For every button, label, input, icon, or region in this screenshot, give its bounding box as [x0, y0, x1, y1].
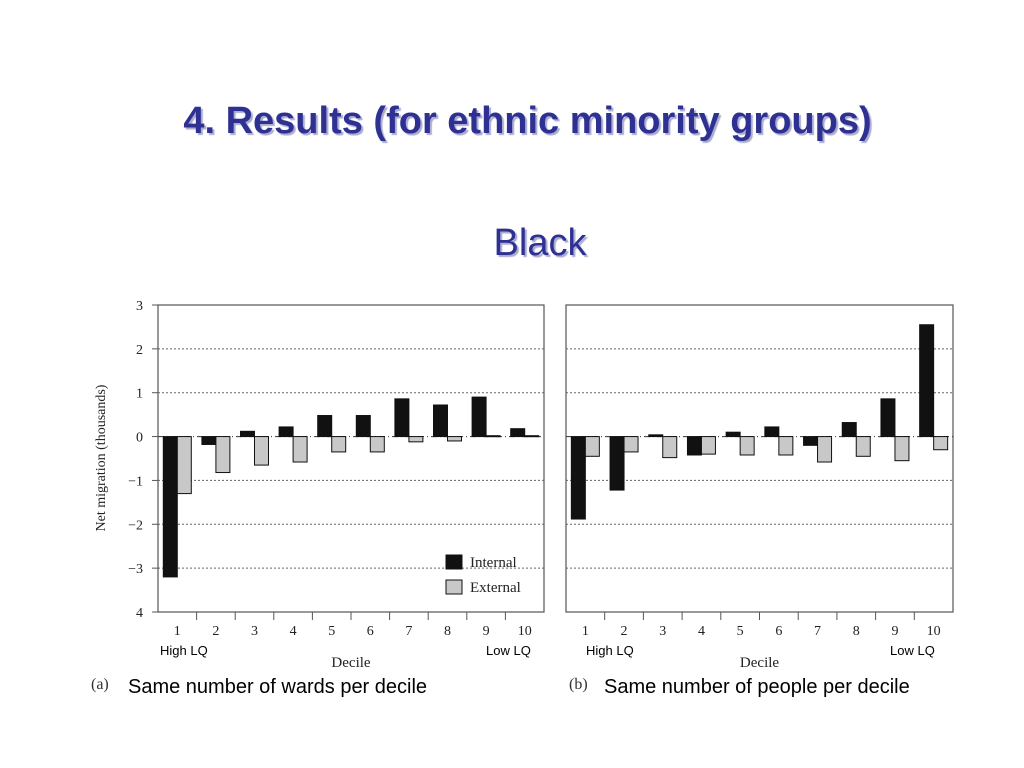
- panel-b-x-tick-label: 2: [621, 624, 628, 639]
- panel-b-bar-external: [894, 436, 910, 462]
- slide-subtitle: Black: [493, 222, 587, 264]
- panel-b-x-tick-label: 7: [814, 624, 821, 639]
- panel-b-x-tick-label: 8: [853, 624, 860, 639]
- legend-swatch-external: [445, 579, 463, 595]
- high-lq-label-b: High LQ: [586, 643, 634, 658]
- legend-label-external: External: [470, 580, 521, 596]
- panel-a-x-tick-label: 7: [405, 624, 412, 639]
- panel-b-bar-internal: [686, 436, 702, 456]
- y-tick-label: 0: [136, 431, 143, 446]
- panel-b-bar-external: [817, 436, 833, 463]
- panel-b-bar-internal: [841, 422, 857, 438]
- panel-b-bar-internal: [725, 431, 741, 438]
- panel-a-x-tick-label: 8: [444, 624, 451, 639]
- y-tick-label: 2: [136, 343, 143, 358]
- panel-a-bar-external: [215, 436, 231, 474]
- panel-a-x-tick-label: 3: [251, 624, 258, 639]
- panel-a-bar-internal: [278, 426, 294, 438]
- panel-a-bar-internal: [510, 428, 526, 438]
- panel-b-bar-external: [700, 436, 716, 455]
- panel-a-tag: (a): [91, 676, 109, 693]
- panel-b-bar-internal: [803, 436, 819, 446]
- panel-b-x-tick-label: 1: [582, 624, 589, 639]
- legend-label-internal: Internal: [470, 555, 517, 571]
- panel-b-bar-external: [584, 436, 600, 457]
- panel-b-bar-external: [855, 436, 871, 457]
- panel-a-bar-internal: [162, 436, 178, 578]
- panel-a-x-tick-label: 9: [483, 624, 490, 639]
- panel-a-bar-internal: [201, 436, 217, 445]
- low-lq-label-a: Low LQ: [486, 643, 531, 658]
- panel-b-bar-internal: [764, 426, 780, 438]
- panel-b-bar-internal: [880, 398, 896, 438]
- panel-b-bar-internal: [570, 436, 586, 520]
- y-tick-label: −2: [128, 518, 143, 533]
- high-lq-label-a: High LQ: [160, 643, 208, 658]
- panel-a-x-tick-label: 1: [174, 624, 181, 639]
- panel-a-x-tick-label: 4: [290, 624, 297, 639]
- panel-b-bar-external: [933, 436, 949, 451]
- panel-b-bar-internal: [919, 324, 935, 438]
- panel-b-bar-external: [778, 436, 794, 456]
- panel-b-x-tick-label: 6: [775, 624, 782, 639]
- y-axis-label: Net migration (thousands): [94, 384, 109, 531]
- panel-a-bar-internal: [355, 415, 371, 438]
- y-tick-label: 4: [136, 606, 143, 621]
- legend-swatch-internal: [445, 554, 463, 570]
- y-tick-label: −1: [128, 474, 143, 489]
- panel-a-caption: Same number of wards per decile: [128, 676, 428, 698]
- panel-a-bar-internal: [471, 396, 487, 438]
- panel-a-bar-internal: [317, 415, 333, 438]
- panel-b-x-tick-label: 10: [927, 624, 941, 639]
- panel-a-bar-external: [292, 436, 308, 463]
- panel-a-bar-external: [176, 436, 192, 495]
- panel-a-bar-external: [485, 435, 501, 438]
- panel-b-bar-internal: [609, 436, 625, 491]
- low-lq-label-b: Low LQ: [890, 643, 935, 658]
- panel-a-bar-external: [331, 436, 347, 453]
- y-tick-label: 3: [136, 299, 143, 314]
- y-tick-label: 1: [136, 387, 143, 402]
- panel-b-bar-internal: [648, 434, 664, 438]
- panel-a-bar-external: [254, 436, 269, 466]
- y-tick-label: −3: [128, 562, 143, 577]
- slide-title: 4. Results (for ethnic minority groups): [183, 100, 872, 142]
- panel-a-bar-external: [447, 436, 462, 442]
- panel-b-x-tick-label: 4: [698, 624, 705, 639]
- panel-a-bar-external: [408, 436, 424, 443]
- panel-a-x-tick-label: 6: [367, 624, 374, 639]
- panel-b-x-axis-label: Decile: [740, 655, 779, 671]
- panel-b-bar-external: [662, 436, 678, 459]
- panel-a-x-tick-label: 10: [518, 624, 532, 639]
- panel-a-bar-internal: [433, 404, 448, 438]
- panel-a-bar-internal: [240, 430, 255, 438]
- panel-a-x-tick-label: 5: [328, 624, 335, 639]
- panel-b-x-tick-label: 5: [737, 624, 744, 639]
- panel-b-bar-external: [739, 436, 755, 456]
- panel-a-bar-external: [524, 435, 540, 438]
- panel-b-tag: (b): [569, 676, 588, 693]
- panel-a-bar-external: [369, 436, 385, 453]
- panel-b-x-tick-label: 9: [891, 624, 898, 639]
- panel-b-x-tick-label: 3: [659, 624, 666, 639]
- panel-b-bar-external: [623, 436, 639, 453]
- panel-a-x-axis-label: Decile: [331, 655, 370, 671]
- panel-a-x-tick-label: 2: [212, 624, 219, 639]
- panel-a-bar-internal: [394, 398, 410, 438]
- panel-b-caption: Same number of people per decile: [604, 676, 910, 698]
